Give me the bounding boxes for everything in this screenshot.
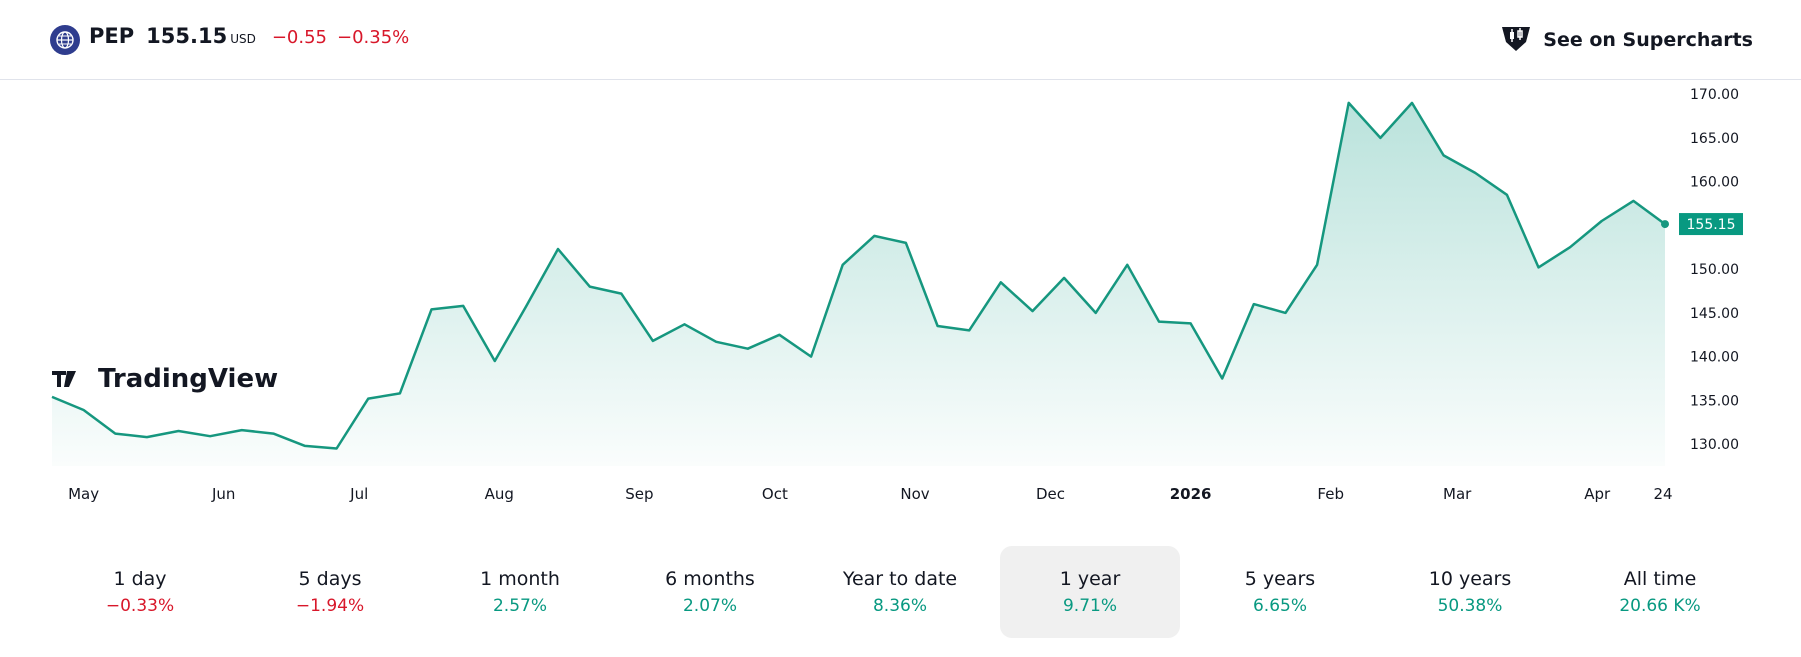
period-change: −0.33% [105,596,175,616]
y-tick-label: 165.00 [1690,131,1739,147]
last-price-dot [1661,220,1669,229]
quote-line: PEP 155.15 USD −0.55 −0.35% [89,24,409,56]
x-tick-label: Aug [485,485,514,503]
see-on-supercharts-button[interactable]: See on Supercharts [1499,24,1753,56]
period-change: −1.94% [295,596,365,616]
supercharts-label: See on Supercharts [1543,29,1753,51]
y-tick-label: 150.00 [1690,262,1739,278]
period-change: 9.71% [1062,596,1117,616]
period-button-all-time[interactable]: All time 20.66 K% [1570,546,1750,638]
period-label: 1 day [113,568,167,590]
period-button-5-days[interactable]: 5 days −1.94% [240,546,420,638]
price-line [51,101,1666,450]
tradingview-watermark: TradingView [52,364,278,394]
x-tick-label: Nov [900,485,929,503]
y-axis: 170.00165.00160.00155.00150.00145.00140.… [1690,87,1739,453]
period-change: 20.66 K% [1619,596,1701,616]
period-change: 2.07% [682,596,737,616]
x-tick-label: Jun [211,485,235,503]
ticker-symbol[interactable]: PEP [89,24,135,48]
x-tick-label: 24 [1653,485,1672,503]
price-change-percent: −0.35% [337,27,410,48]
y-tick-label: 145.00 [1690,306,1739,322]
period-button-5-years[interactable]: 5 years 6.65% [1190,546,1370,638]
y-tick-label: 160.00 [1690,175,1739,191]
period-button-10-years[interactable]: 10 years 50.38% [1380,546,1560,638]
price-change: −0.55 [271,27,327,48]
period-label: 6 months [665,568,755,590]
period-button-1-day[interactable]: 1 day −0.33% [50,546,230,638]
x-tick-label: Dec [1036,485,1065,503]
x-tick-label: Oct [762,485,788,503]
globe-icon[interactable] [50,25,80,55]
x-axis: May Jun Jul Aug Sep Oct Nov Dec 2026 Feb Mar Apr 24 [68,485,1672,503]
currency-code: USD [230,32,256,46]
period-button-6-months[interactable]: 6 months 2.07% [620,546,800,638]
period-change: 8.36% [872,596,927,616]
period-label: Year to date [842,568,958,590]
period-change: 2.57% [492,596,547,616]
watermark-text: TradingView [98,364,278,394]
period-label: 10 years [1428,568,1512,590]
x-tick-label: Sep [625,485,653,503]
y-tick-label: 130.00 [1690,437,1739,453]
period-label: 5 days [298,568,362,590]
period-button-1-year[interactable]: 1 year 9.71% [1000,546,1180,638]
period-change: 6.65% [1252,596,1307,616]
x-tick-label: May [68,485,99,503]
last-price-badge: 155.15 [1679,213,1743,236]
period-label: 1 month [480,568,560,590]
last-price-badge-label: 155.15 [1687,217,1736,233]
period-button-year-to-date[interactable]: Year to date 8.36% [810,546,990,638]
price-area-fill [52,102,1665,467]
x-tick-label: Jul [349,485,368,503]
x-tick-label: Feb [1317,485,1344,503]
symbol-header: PEP 155.15 USD −0.55 −0.35% See on Super… [0,0,1801,80]
x-tick-label: Apr [1584,485,1611,503]
period-label: 5 years [1244,568,1316,590]
period-button-1-month[interactable]: 1 month 2.57% [430,546,610,638]
y-tick-label: 135.00 [1690,393,1739,409]
price-chart[interactable]: 170.00165.00160.00155.00150.00145.00140.… [0,81,1801,511]
period-change: 50.38% [1437,596,1503,616]
y-tick-label: 140.00 [1690,350,1739,366]
y-tick-label: 170.00 [1690,87,1739,103]
last-price: 155.15 [146,24,228,48]
tradingview-candle-icon [1499,23,1533,57]
period-label: 1 year [1059,568,1121,590]
x-tick-label: Mar [1443,485,1472,503]
x-tick-label: 2026 [1170,485,1212,503]
period-label: All time [1623,568,1697,590]
period-selector: 1 day −0.33% 5 days −1.94% 1 month 2.57% 6 mon… [50,546,1750,638]
